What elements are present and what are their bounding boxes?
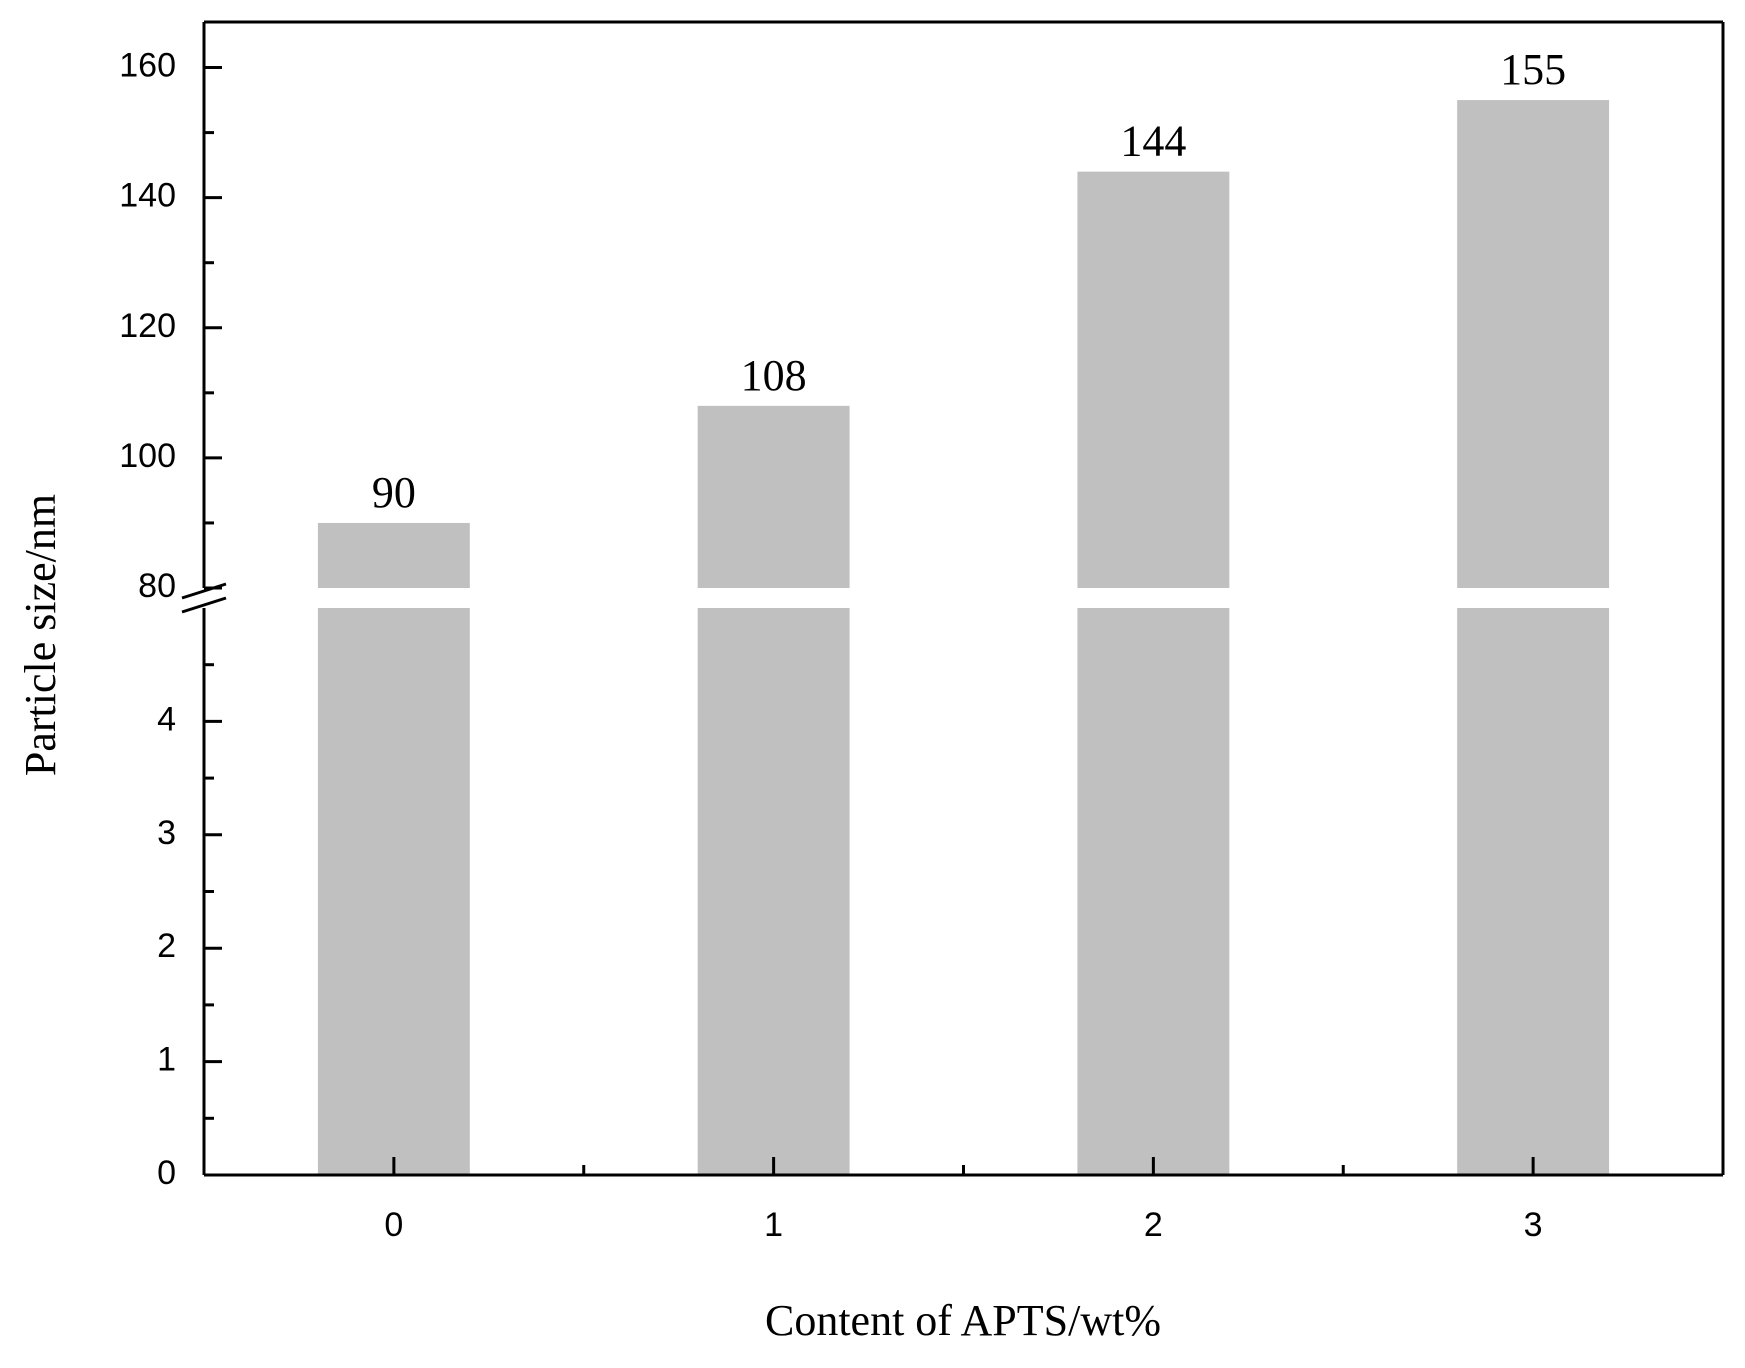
bar: [1457, 100, 1610, 588]
x-tick-label: 1: [764, 1206, 783, 1244]
x-tick-label: 2: [1144, 1206, 1163, 1244]
x-axis-label: Content of APTS/wt%: [765, 1296, 1161, 1345]
value-label: 90: [372, 468, 416, 517]
y-tick-label: 0: [157, 1154, 176, 1192]
y-tick-label: 80: [138, 567, 176, 605]
bar: [1457, 608, 1610, 1175]
y-tick-label: 100: [119, 437, 176, 475]
value-label: 108: [741, 351, 807, 400]
y-tick-label: 3: [157, 814, 176, 852]
axis-break: [181, 596, 227, 614]
y-tick-label: 120: [119, 307, 176, 345]
y-tick-label: 1: [157, 1041, 176, 1079]
x-tick-label: 3: [1524, 1206, 1543, 1244]
bar: [317, 522, 470, 588]
y-tick-label: 4: [157, 700, 176, 738]
bar: [697, 405, 850, 588]
y-tick-label: 140: [119, 177, 176, 215]
bar: [317, 608, 470, 1175]
value-label: 155: [1500, 45, 1566, 94]
x-tick-label: 0: [384, 1206, 403, 1244]
bar: [1077, 171, 1230, 588]
axis-break: [181, 582, 227, 600]
bar: [1077, 608, 1230, 1175]
y-tick-label: 160: [119, 47, 176, 85]
y-axis-label: Particle size/nm: [16, 494, 65, 776]
bar: [697, 608, 850, 1175]
value-label: 144: [1120, 117, 1186, 166]
y-tick-label: 2: [157, 927, 176, 965]
